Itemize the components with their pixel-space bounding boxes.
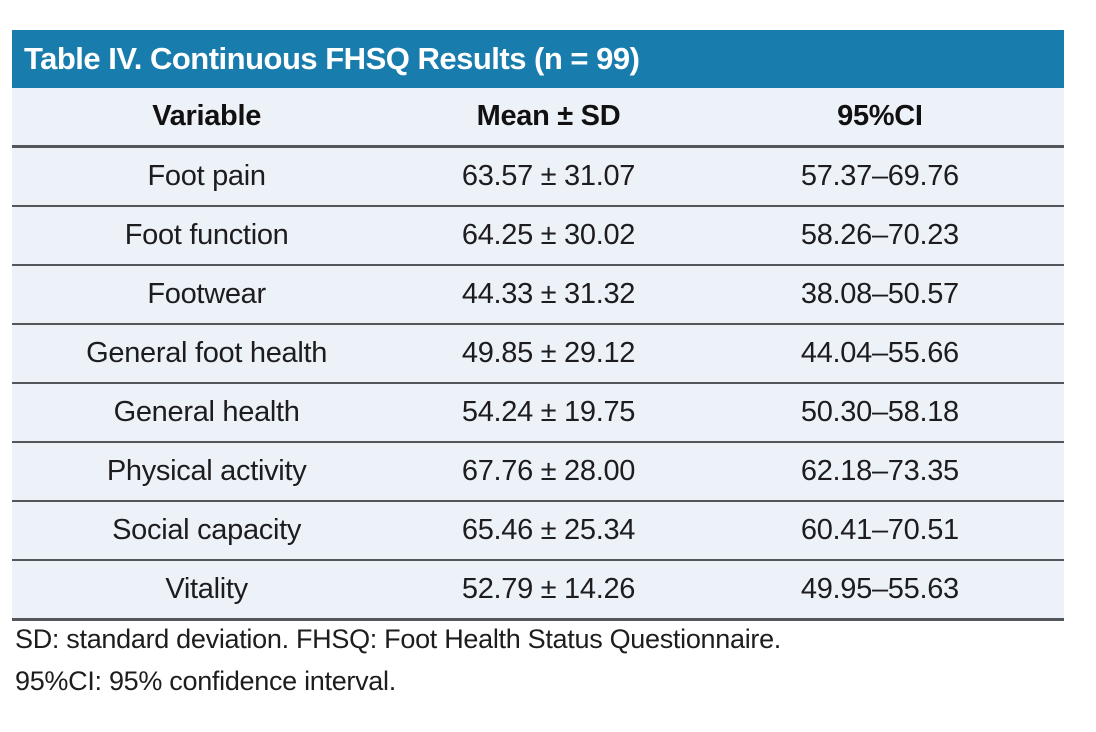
cell-95ci: 60.41–70.51 bbox=[695, 500, 1064, 560]
cell-variable: General health bbox=[12, 382, 402, 442]
cell-mean-sd: 52.79 ± 14.26 bbox=[401, 559, 696, 621]
cell-variable: Foot pain bbox=[12, 146, 402, 206]
table-row: General foot health 49.85 ± 29.12 44.04–… bbox=[12, 323, 1064, 383]
cell-95ci: 50.30–58.18 bbox=[695, 382, 1064, 442]
cell-95ci: 57.37–69.76 bbox=[695, 146, 1064, 206]
cell-mean-sd: 64.25 ± 30.02 bbox=[401, 205, 696, 265]
footnote-ci-definition: 95%CI: 95% confidence interval. bbox=[15, 666, 396, 696]
cell-mean-sd: 63.57 ± 31.07 bbox=[401, 146, 696, 206]
footnote-abbreviations: SD: standard deviation. FHSQ: Foot Healt… bbox=[15, 624, 781, 654]
column-header-variable: Variable bbox=[12, 88, 402, 148]
cell-95ci: 49.95–55.63 bbox=[695, 559, 1064, 621]
table-footnotes: SD: standard deviation. FHSQ: Foot Healt… bbox=[15, 618, 781, 702]
results-table: Variable Mean ± SD 95%CI Foot pain 63.57… bbox=[12, 88, 1064, 621]
table-row: Foot function 64.25 ± 30.02 58.26–70.23 bbox=[12, 205, 1064, 265]
cell-95ci: 44.04–55.66 bbox=[695, 323, 1064, 383]
cell-variable: Foot function bbox=[12, 205, 402, 265]
table-row: Footwear 44.33 ± 31.32 38.08–50.57 bbox=[12, 264, 1064, 324]
cell-variable: Footwear bbox=[12, 264, 402, 324]
table-row: Foot pain 63.57 ± 31.07 57.37–69.76 bbox=[12, 146, 1064, 206]
cell-mean-sd: 67.76 ± 28.00 bbox=[401, 441, 696, 501]
table-row: Vitality 52.79 ± 14.26 49.95–55.63 bbox=[12, 559, 1064, 621]
cell-95ci: 38.08–50.57 bbox=[695, 264, 1064, 324]
cell-mean-sd: 49.85 ± 29.12 bbox=[401, 323, 696, 383]
table-row: General health 54.24 ± 19.75 50.30–58.18 bbox=[12, 382, 1064, 442]
fhsq-results-table: Table IV. Continuous FHSQ Results (n = 9… bbox=[12, 30, 1064, 621]
cell-95ci: 58.26–70.23 bbox=[695, 205, 1064, 265]
cell-variable: General foot health bbox=[12, 323, 402, 383]
header-row: Variable Mean ± SD 95%CI bbox=[12, 88, 1064, 148]
column-header-95ci: 95%CI bbox=[695, 88, 1064, 148]
table-title: Table IV. Continuous FHSQ Results (n = 9… bbox=[24, 41, 640, 76]
table-title-bar: Table IV. Continuous FHSQ Results (n = 9… bbox=[12, 30, 1064, 88]
cell-variable: Physical activity bbox=[12, 441, 402, 501]
table-row: Social capacity 65.46 ± 25.34 60.41–70.5… bbox=[12, 500, 1064, 560]
cell-mean-sd: 65.46 ± 25.34 bbox=[401, 500, 696, 560]
cell-95ci: 62.18–73.35 bbox=[695, 441, 1064, 501]
cell-variable: Vitality bbox=[12, 559, 402, 621]
column-header-mean-sd: Mean ± SD bbox=[401, 88, 696, 148]
cell-mean-sd: 44.33 ± 31.32 bbox=[401, 264, 696, 324]
cell-mean-sd: 54.24 ± 19.75 bbox=[401, 382, 696, 442]
table-row: Physical activity 67.76 ± 28.00 62.18–73… bbox=[12, 441, 1064, 501]
cell-variable: Social capacity bbox=[12, 500, 402, 560]
